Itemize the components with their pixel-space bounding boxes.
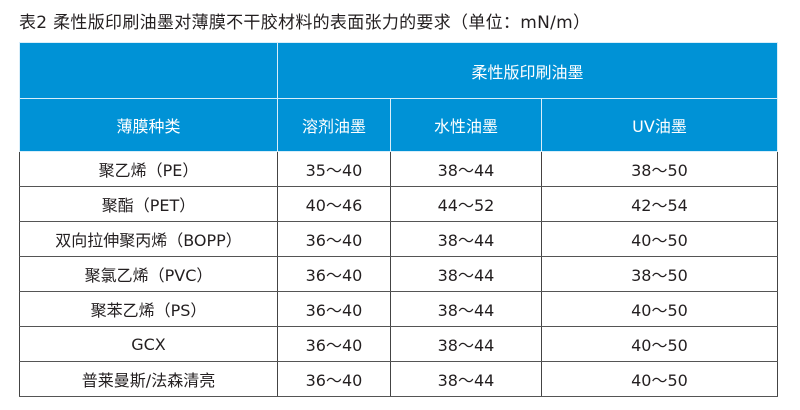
solvent-ink-value: 36～40: [277, 221, 391, 257]
film-type-cell: 普莱曼斯/法森清亮: [19, 361, 278, 397]
water-ink-value: 38～44: [390, 221, 542, 257]
water-ink-value: 44～52: [390, 186, 542, 222]
table-row: 普莱曼斯/法森清亮 36～40 38～44 40～50: [19, 361, 778, 397]
uv-ink-value: 38～50: [541, 151, 778, 187]
uv-ink-value: 40～50: [541, 291, 778, 327]
film-type-cell: 聚氯乙烯（PVC）: [19, 256, 278, 292]
header-film-type: 薄膜种类: [19, 98, 278, 152]
film-type-cell: GCX: [19, 326, 278, 362]
solvent-ink-value: 35～40: [277, 151, 391, 187]
header-solvent-ink: 溶剂油墨: [277, 98, 391, 152]
header-group-ink: 柔性版印刷油墨: [277, 42, 778, 99]
table-row: 聚酯（PET） 40～46 44～52 42～54: [19, 186, 778, 222]
film-type-cell: 聚酯（PET）: [19, 186, 278, 222]
header-water-ink: 水性油墨: [390, 98, 542, 152]
water-ink-value: 38～44: [390, 151, 542, 187]
water-ink-value: 38～44: [390, 326, 542, 362]
header-uv-ink: UV油墨: [541, 98, 778, 152]
solvent-ink-value: 36～40: [277, 291, 391, 327]
table-row: GCX 36～40 38～44 40～50: [19, 326, 778, 362]
uv-ink-value: 42～54: [541, 186, 778, 222]
header-empty-cell: [19, 42, 278, 99]
table-row: 聚苯乙烯（PS） 36～40 38～44 40～50: [19, 291, 778, 327]
table-title: 表2 柔性版印刷油墨对薄膜不干胶材料的表面张力的要求（单位：mN/m）: [19, 13, 591, 33]
water-ink-value: 38～44: [390, 361, 542, 397]
header-row-columns: 薄膜种类 溶剂油墨 水性油墨 UV油墨: [19, 98, 778, 152]
solvent-ink-value: 36～40: [277, 256, 391, 292]
uv-ink-value: 38～50: [541, 256, 778, 292]
table-row: 聚乙烯（PE） 35～40 38～44 38～50: [19, 151, 778, 187]
water-ink-value: 38～44: [390, 291, 542, 327]
header-row-group: 柔性版印刷油墨: [19, 42, 778, 99]
solvent-ink-value: 36～40: [277, 361, 391, 397]
uv-ink-value: 40～50: [541, 326, 778, 362]
solvent-ink-value: 40～46: [277, 186, 391, 222]
uv-ink-value: 40～50: [541, 221, 778, 257]
surface-tension-table: 柔性版印刷油墨 薄膜种类 溶剂油墨 水性油墨 UV油墨 聚乙烯（PE） 35～40…: [19, 42, 778, 397]
uv-ink-value: 40～50: [541, 361, 778, 397]
water-ink-value: 38～44: [390, 256, 542, 292]
film-type-cell: 聚乙烯（PE）: [19, 151, 278, 187]
film-type-cell: 聚苯乙烯（PS）: [19, 291, 278, 327]
table-row: 聚氯乙烯（PVC） 36～40 38～44 38～50: [19, 256, 778, 292]
film-type-cell: 双向拉伸聚丙烯（BOPP）: [19, 221, 278, 257]
table-row: 双向拉伸聚丙烯（BOPP） 36～40 38～44 40～50: [19, 221, 778, 257]
solvent-ink-value: 36～40: [277, 326, 391, 362]
